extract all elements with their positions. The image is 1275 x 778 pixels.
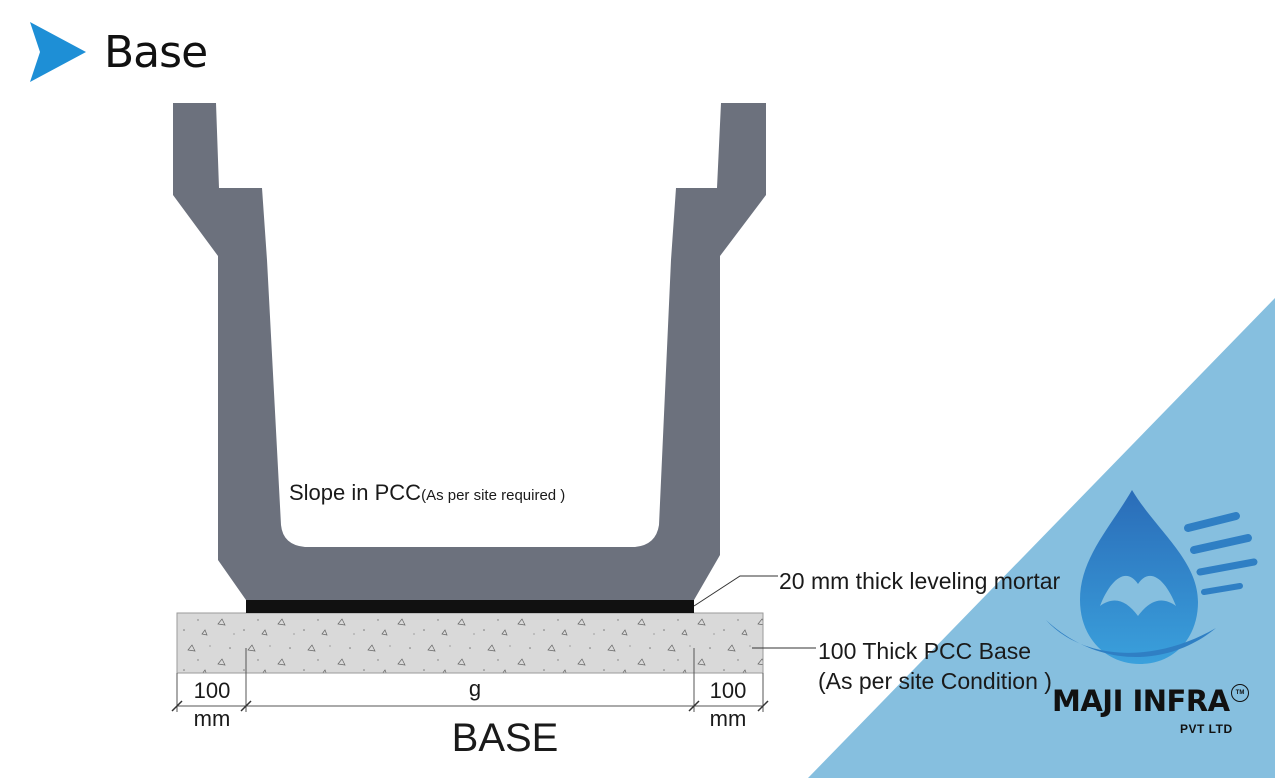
brand-name: MAJI INFRA (1052, 684, 1230, 718)
diagram-caption: BASE (451, 716, 559, 760)
dim-left-value: 100 (193, 678, 231, 703)
mortar-label: 20 mm thick leveling mortar (779, 568, 1061, 594)
pcc-label-line1: 100 Thick PCC Base (818, 638, 1032, 664)
leveling-mortar (246, 600, 694, 613)
dim-right-unit: mm (709, 706, 747, 731)
slope-label: Slope in PCC(As per site required ) (289, 480, 566, 505)
slide-title: Base (104, 26, 208, 78)
brand-subtitle: PVT LTD (1180, 722, 1233, 736)
dim-right-value: 100 (709, 678, 747, 703)
dimension-ticks (171, 700, 769, 712)
pcc-label-line2: (As per site Condition ) (818, 668, 1052, 694)
dim-center-value: g (468, 676, 482, 701)
play-arrow-icon (30, 22, 86, 82)
mortar-leader (693, 575, 778, 607)
water-drop-logo-icon (1046, 490, 1258, 664)
dim-left-unit: mm (193, 706, 231, 731)
u-channel (173, 103, 766, 600)
trademark-badge: TM (1231, 684, 1249, 702)
slide-header: Base (26, 20, 208, 84)
pcc-base (176, 612, 764, 674)
